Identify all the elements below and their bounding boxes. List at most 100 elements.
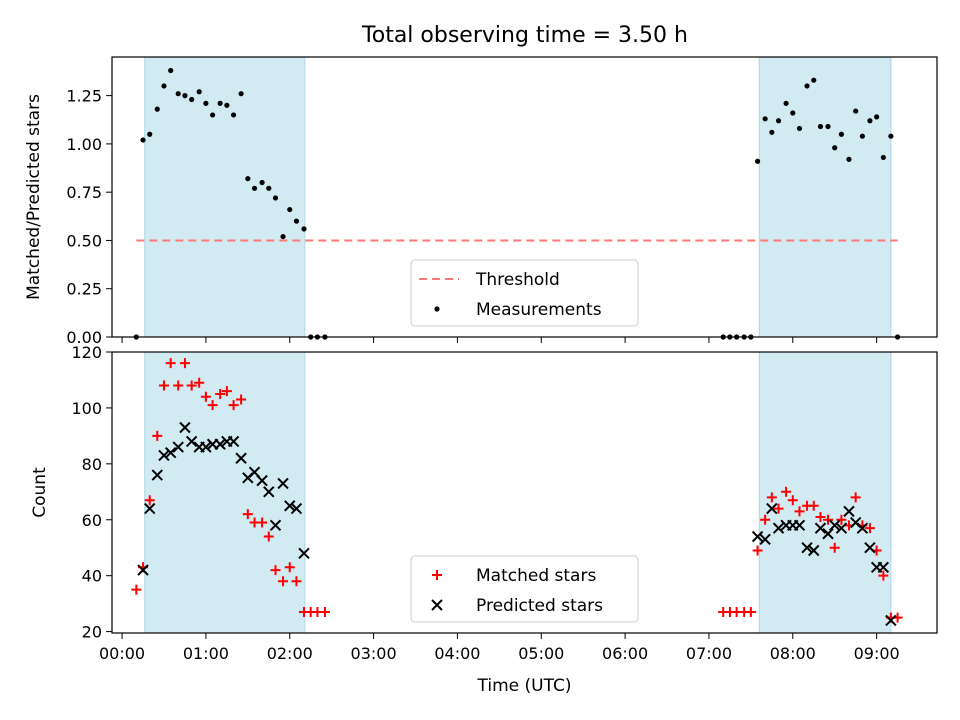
matched-star-point	[270, 565, 281, 576]
count-observing-window-0	[144, 351, 306, 634]
measurement-point	[846, 156, 852, 162]
predicted-star-point	[185, 435, 198, 448]
measurement-point	[859, 133, 865, 139]
predicted-star-point	[808, 544, 820, 557]
predicted-star-point	[877, 561, 890, 574]
measurement-point	[238, 91, 244, 97]
measurement-point	[888, 133, 894, 139]
ratio-ytick-label: 0.75	[66, 183, 102, 202]
matched-star-point	[823, 514, 834, 525]
matched-star-point	[278, 576, 289, 587]
predicted-star-point	[829, 519, 841, 532]
measurement-point	[182, 93, 188, 99]
predicted-star-point	[164, 446, 177, 459]
measurement-point	[272, 195, 279, 201]
matched-star-point	[815, 511, 826, 522]
measurement-point	[140, 137, 146, 143]
measurement-point	[280, 233, 286, 240]
measurement-point	[796, 125, 803, 132]
measurement-point	[154, 106, 160, 112]
xtick-label: 03:00	[351, 644, 397, 663]
predicted-star-point	[200, 441, 212, 453]
xtick-label: 01:00	[183, 644, 229, 663]
ratio-ytick-label: 1.25	[66, 87, 102, 106]
predicted-star-point	[269, 519, 282, 532]
measurement-point	[874, 114, 880, 120]
matched-star-point	[284, 562, 295, 573]
predicted-star-point	[179, 421, 191, 434]
predicted-star-point	[290, 502, 303, 515]
measurement-point	[230, 112, 237, 118]
predicted-star-point	[263, 486, 275, 498]
predicted-star-point	[214, 438, 226, 450]
panel-ratio: 0.00 0.25 0.50 0.75 1.00 1.25 Matched/Predicte…	[24, 56, 938, 347]
predicted-star-point	[227, 435, 240, 448]
measurement-point	[189, 96, 195, 103]
matched-star-point	[152, 430, 163, 441]
measurement-point	[301, 226, 307, 232]
count-ytick-label: 80	[82, 455, 102, 474]
matched-star-point	[173, 380, 184, 391]
matched-star-point	[808, 500, 819, 511]
legend-entry-label: Matched stars	[476, 566, 596, 586]
count-y-axis-label: Count	[30, 467, 50, 518]
matched-star-point	[878, 570, 889, 581]
matched-star-point	[781, 486, 792, 497]
measurement-point	[775, 118, 782, 124]
measurement-point	[266, 185, 272, 191]
matched-star-point	[263, 531, 274, 542]
matched-star-point	[760, 514, 771, 525]
matched-star-point	[186, 380, 197, 391]
predicted-star-point	[822, 528, 834, 540]
count-axes-frame	[111, 351, 938, 634]
ratio-ytick-label: 0.00	[66, 328, 102, 347]
predicted-star-point	[144, 502, 156, 515]
predicted-star-point	[772, 522, 785, 534]
measurement-point	[825, 123, 831, 130]
matched-star-point	[207, 400, 218, 411]
measurement-point	[867, 118, 873, 124]
measurement-point	[804, 83, 810, 89]
predicted-star-point	[751, 530, 764, 543]
matched-star-point	[221, 386, 232, 397]
matched-star-point	[773, 503, 784, 514]
matched-star-point	[794, 506, 805, 517]
predicted-star-point	[151, 469, 163, 481]
predicted-star-point	[843, 505, 855, 518]
predicted-star-point	[814, 522, 827, 534]
matched-star-point	[144, 495, 155, 506]
matched-star-point	[194, 377, 205, 388]
ratio-ytick-label: 1.00	[66, 135, 102, 154]
predicted-star-point	[277, 477, 289, 490]
predicted-star-point	[856, 522, 869, 534]
matched-star-point	[850, 492, 861, 503]
measurement-point	[203, 100, 209, 106]
matched-star-point	[200, 391, 211, 402]
legend-measurement-swatch	[434, 306, 440, 312]
chart-title: Total observing time = 3.50 h	[361, 23, 688, 48]
xtick-label: 00:00	[99, 644, 145, 663]
matched-star-point	[752, 545, 763, 556]
legend-predicted-swatch	[431, 599, 443, 611]
xtick-label: 02:00	[267, 644, 313, 663]
legend-box	[410, 555, 639, 623]
matched-star-point	[829, 542, 840, 553]
measurement-point	[287, 206, 293, 213]
predicted-star-point	[158, 449, 170, 462]
legend-entry-label: Measurements	[476, 300, 602, 320]
measurement-point	[168, 67, 174, 74]
xtick-label: 08:00	[770, 644, 816, 663]
predicted-star-point	[835, 522, 848, 534]
matched-star-point	[745, 607, 756, 618]
measurement-point	[783, 100, 789, 106]
ratio-ytick-label: 0.50	[66, 231, 102, 250]
measurement-point	[762, 116, 768, 122]
count-ytick-label: 20	[82, 623, 102, 642]
xtick-label: 06:00	[602, 644, 648, 663]
measurement-point	[817, 123, 824, 130]
matched-star-point	[864, 523, 875, 534]
ratio-axes-frame	[111, 56, 938, 338]
ratio-ytick-label: 0.25	[66, 280, 102, 299]
measurement-point	[769, 129, 775, 135]
predicted-star-point	[793, 519, 806, 532]
